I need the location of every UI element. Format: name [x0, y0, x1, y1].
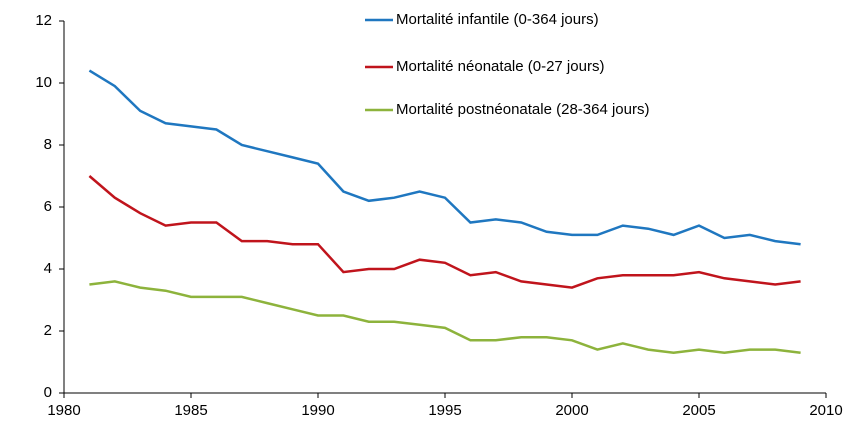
y-tick-label: 0 — [44, 384, 52, 401]
y-tick-label: 8 — [44, 136, 52, 153]
x-tick-label: 1995 — [428, 402, 461, 419]
legend-label: Mortalité infantile (0-364 jours) — [396, 11, 599, 28]
legend-label: Mortalité postnéonatale (28-364 jours) — [396, 101, 649, 118]
series-line — [88, 69, 801, 246]
series-line — [88, 175, 801, 289]
x-tick-label: 2005 — [682, 402, 715, 419]
y-tick-label: 12 — [35, 12, 52, 29]
x-tick-label: 1980 — [47, 402, 80, 419]
x-tick-label: 1990 — [301, 402, 334, 419]
y-tick-label: 6 — [44, 198, 52, 215]
x-tick-label: 2010 — [809, 402, 842, 419]
x-tick-label: 2000 — [555, 402, 588, 419]
y-tick-label: 2 — [44, 322, 52, 339]
series-line — [89, 280, 801, 354]
x-tick-label: 1985 — [174, 402, 207, 419]
y-tick-label: 4 — [44, 260, 52, 277]
legend-label: Mortalité néonatale (0-27 jours) — [396, 58, 604, 75]
y-tick-label: 10 — [35, 74, 52, 91]
